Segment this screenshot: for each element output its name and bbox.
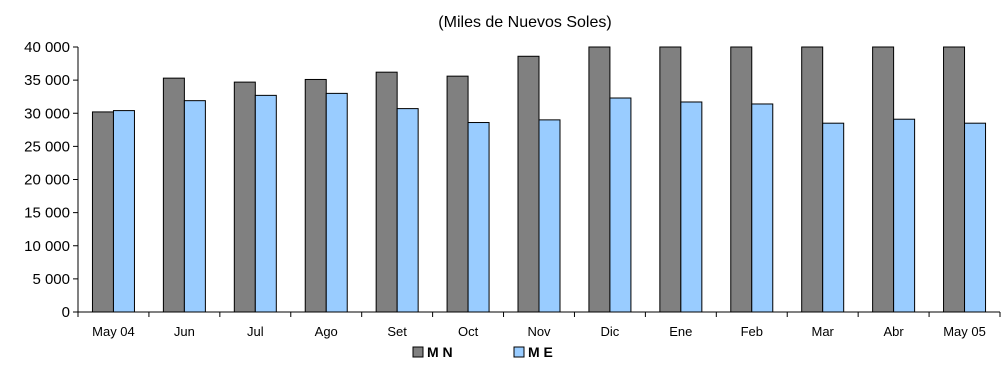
x-tick-label: Dic xyxy=(601,324,620,339)
axes-group xyxy=(73,46,1001,317)
y-tick-labels: 0 5 000 10 000 15 000 20 000 25 000 30 000 35 0… xyxy=(24,39,70,321)
bars-group xyxy=(91,46,987,313)
y-tick-label: 20 000 xyxy=(24,172,70,189)
bar-me-9 xyxy=(751,103,774,313)
x-tick-label: Set xyxy=(387,324,407,339)
x-tick-labels: May 04 Jun Jul Ago Set Oct Nov Dic Ene Feb Mar Abr M… xyxy=(92,324,986,339)
bar-mn-2 xyxy=(233,81,256,313)
bar-mn-10 xyxy=(801,46,824,313)
bar-me-12 xyxy=(964,122,987,313)
bar-me-8 xyxy=(680,101,703,313)
bar-mn-9 xyxy=(730,46,753,313)
bar-mn-0 xyxy=(91,111,114,313)
bar-me-4 xyxy=(396,108,419,313)
x-tick-label: Abr xyxy=(883,324,904,339)
y-tick-label: 0 xyxy=(62,304,70,321)
x-tick-label: Ene xyxy=(669,324,692,339)
x-tick-label: Jul xyxy=(247,324,264,339)
y-tick-label: 30 000 xyxy=(24,105,70,122)
bar-mn-11 xyxy=(872,46,895,313)
bar-me-6 xyxy=(538,119,561,313)
y-tick-label: 25 000 xyxy=(24,138,70,155)
bar-me-3 xyxy=(325,92,348,313)
x-tick-label: Mar xyxy=(811,324,834,339)
bar-me-11 xyxy=(893,118,916,313)
legend-label-me: M E xyxy=(528,344,553,360)
bar-mn-12 xyxy=(943,46,966,313)
y-tick-label: 15 000 xyxy=(24,205,70,222)
legend-swatch-mn xyxy=(412,346,424,358)
bar-mn-7 xyxy=(588,46,611,313)
bar-me-7 xyxy=(609,97,632,313)
legend-label-mn: M N xyxy=(427,344,453,360)
x-tick-label: Jun xyxy=(174,324,195,339)
bar-me-5 xyxy=(467,122,490,313)
y-tick-label: 10 000 xyxy=(24,238,70,255)
x-tick-label: May 04 xyxy=(92,324,135,339)
x-tick-label: Ago xyxy=(315,324,338,339)
y-tick-label: 40 000 xyxy=(24,39,70,56)
bar-me-2 xyxy=(254,94,277,313)
y-tick-label: 35 000 xyxy=(24,72,70,89)
bar-mn-8 xyxy=(659,46,682,313)
bar-mn-5 xyxy=(446,75,469,313)
x-tick-label: May 05 xyxy=(943,324,986,339)
bar-me-1 xyxy=(183,100,206,313)
x-tick-label: Nov xyxy=(527,324,551,339)
x-tick-label: Oct xyxy=(458,324,479,339)
x-tick-label: Feb xyxy=(741,324,763,339)
bar-me-10 xyxy=(822,122,845,313)
legend-swatch-me xyxy=(513,346,525,358)
bar-mn-6 xyxy=(517,55,540,313)
bar-mn-4 xyxy=(375,71,398,313)
chart-title: (Miles de Nuevos Soles) xyxy=(438,14,611,31)
bar-mn-3 xyxy=(304,78,327,313)
bar-mn-1 xyxy=(162,77,185,313)
bar-me-0 xyxy=(112,110,135,313)
y-tick-label: 5 000 xyxy=(32,271,70,288)
